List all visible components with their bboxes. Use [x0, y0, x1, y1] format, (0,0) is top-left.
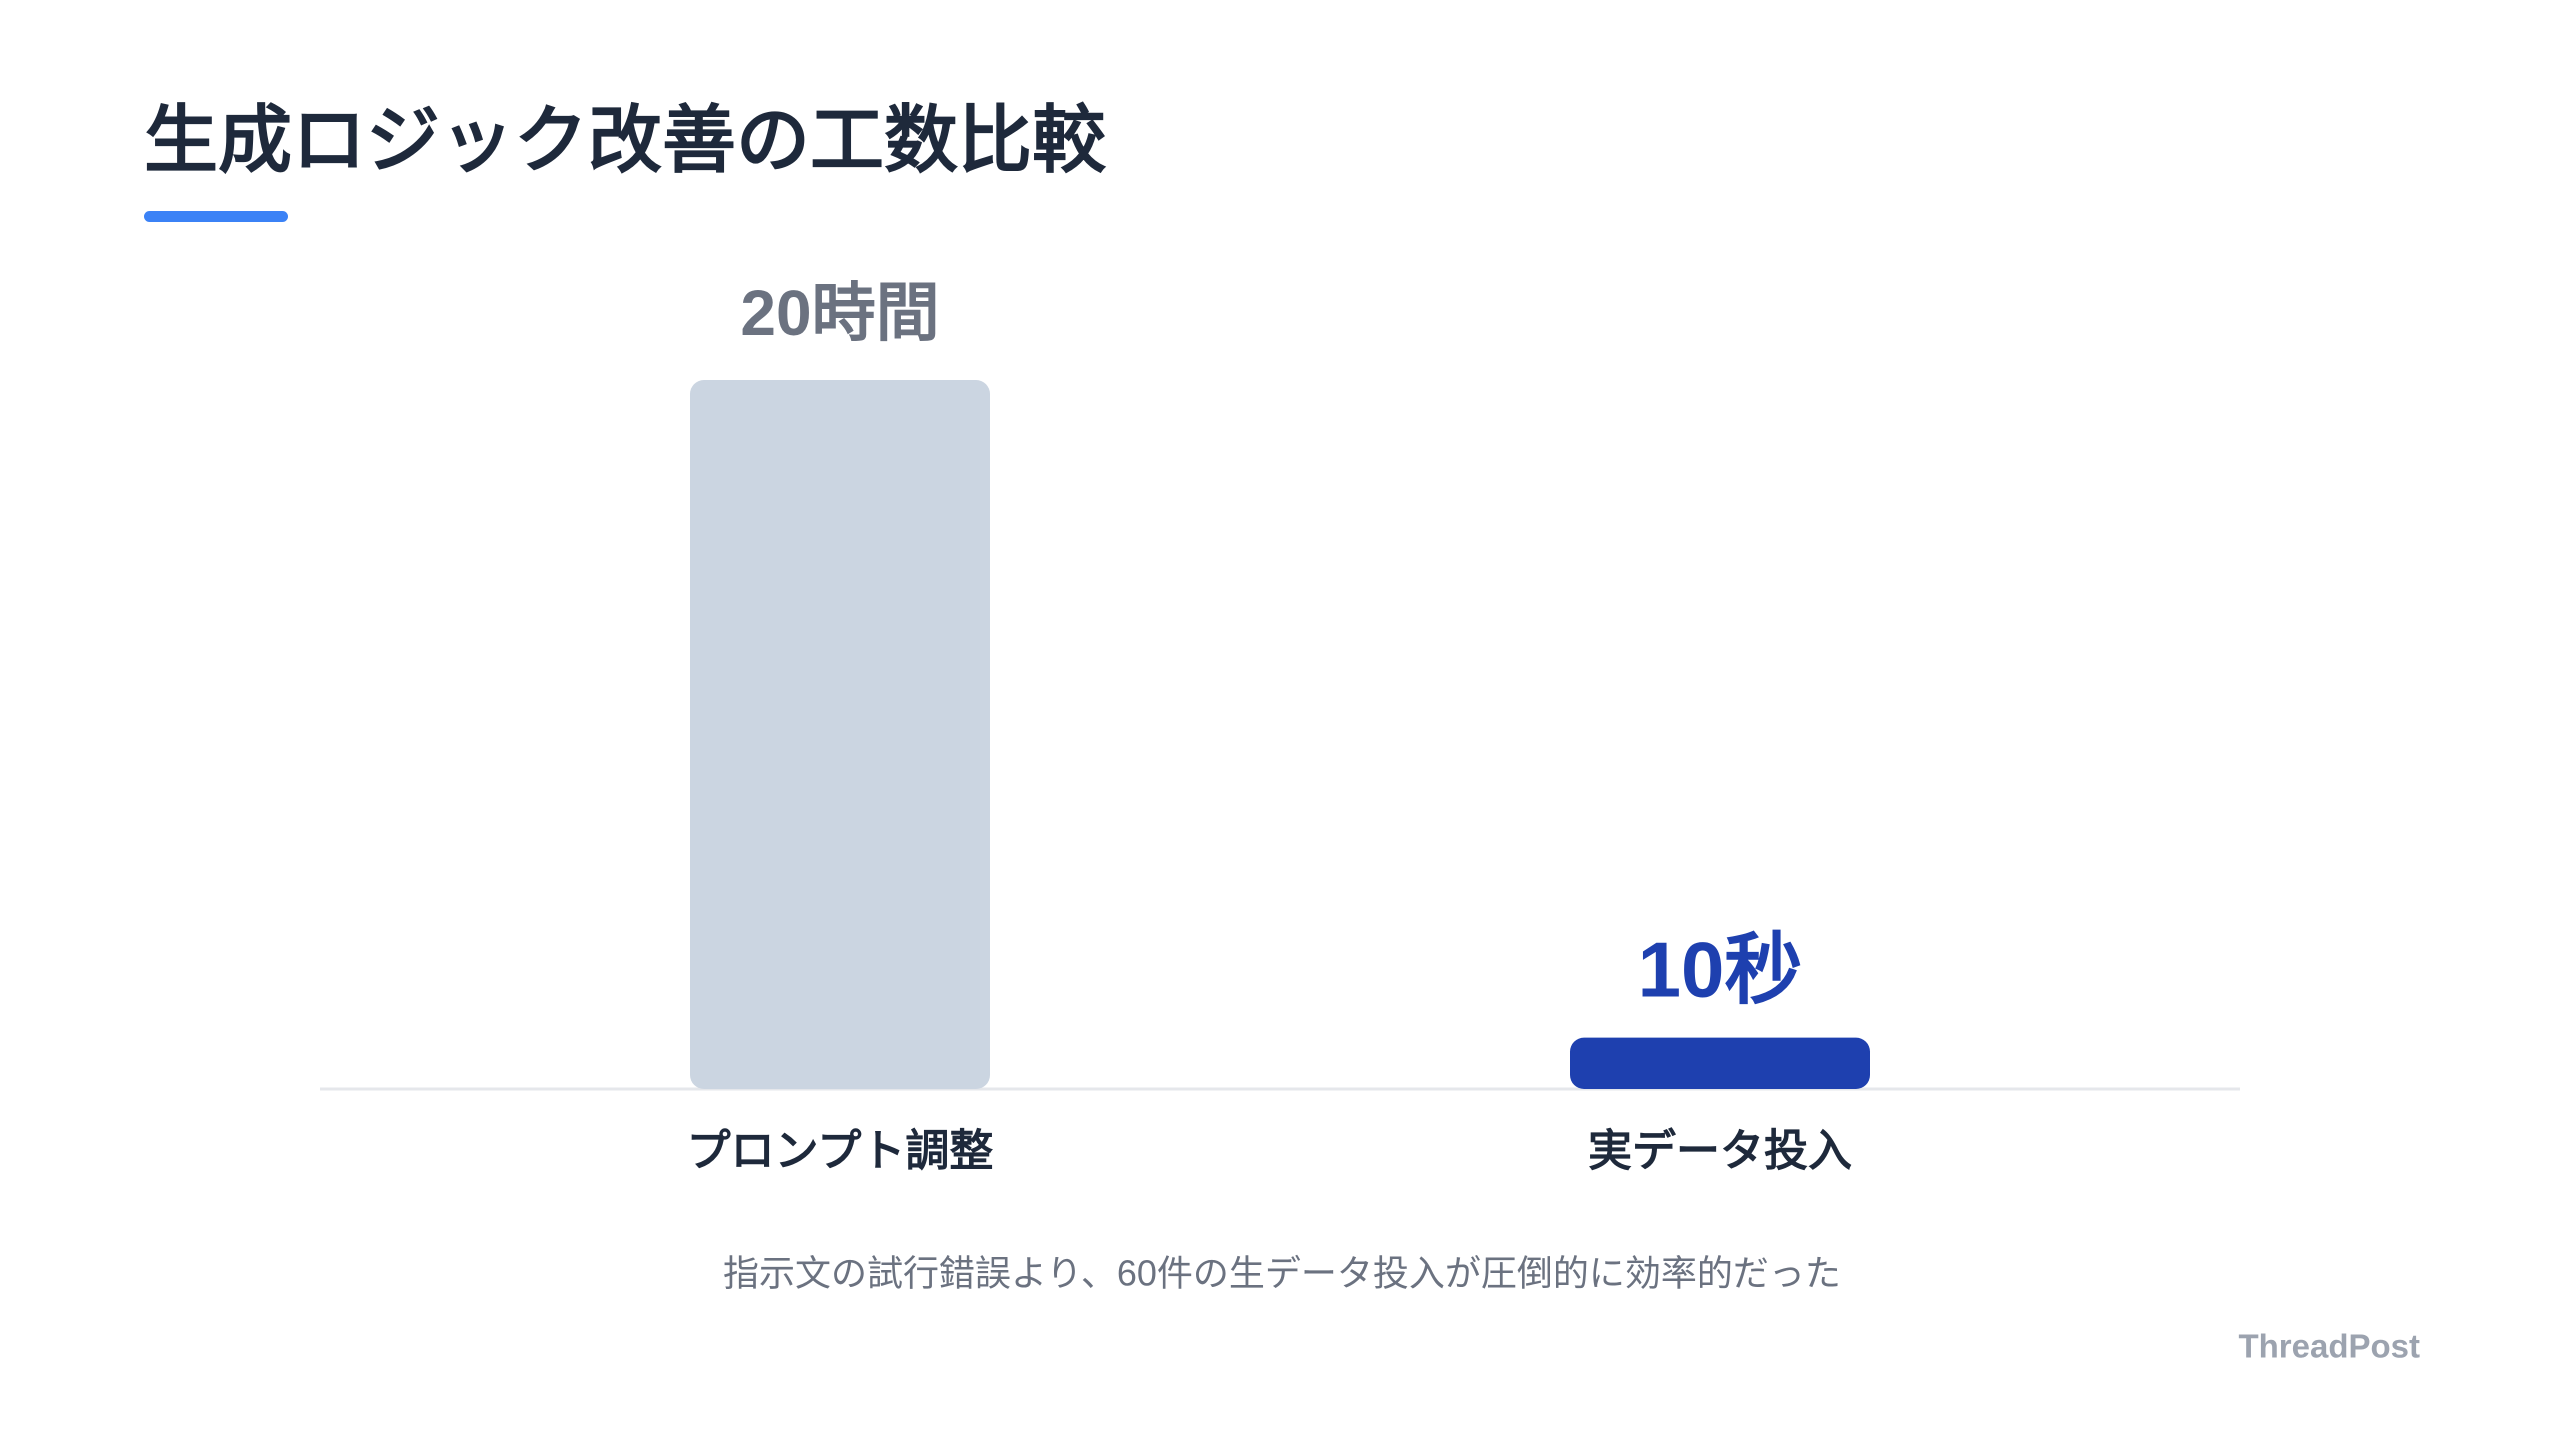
bar	[1570, 1037, 1870, 1089]
caption: 指示文の試行錯誤より、60件の生データ投入が圧倒的に効率的だった	[723, 1253, 1841, 1294]
value-label: 20時間	[740, 277, 939, 349]
bar	[690, 380, 990, 1089]
title-underline	[144, 211, 288, 222]
value-label: 10秒	[1638, 925, 1803, 1013]
brand: ThreadPost	[2238, 1328, 2420, 1365]
x-tick-label: 実データ投入	[1588, 1126, 1852, 1176]
x-tick-label: プロンプト調整	[687, 1127, 994, 1176]
chart-title: 生成ロジック改善の工数比較	[144, 99, 1107, 182]
